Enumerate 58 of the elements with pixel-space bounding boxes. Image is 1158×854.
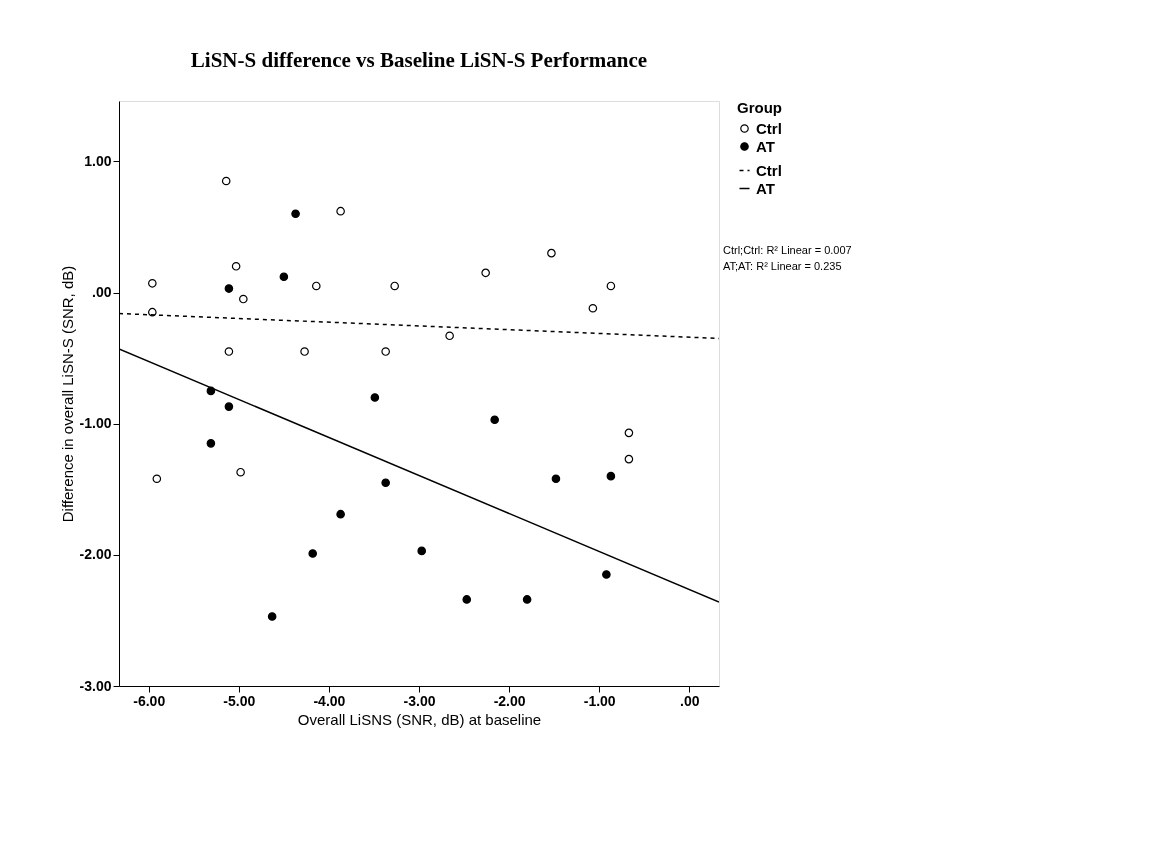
point — [311, 281, 321, 291]
point — [152, 474, 162, 484]
point — [624, 428, 634, 438]
point — [221, 176, 231, 186]
point — [551, 474, 561, 484]
point — [462, 595, 472, 604]
point — [231, 261, 241, 271]
point — [445, 331, 454, 341]
point — [390, 281, 399, 291]
point — [588, 303, 598, 313]
text: Ctrl;Ctrl: R² Linear = 0.007 — [723, 244, 852, 256]
point — [224, 402, 234, 411]
x-axis-title: Overall LiSNS (SNR, dB) at baseline — [297, 710, 542, 728]
y-tick-label: -1.00 — [79, 415, 112, 432]
legend-label: AT — [756, 179, 775, 197]
x-tick-label: -2.00 — [493, 692, 526, 709]
point — [381, 347, 390, 356]
legend-label: Ctrl — [756, 119, 782, 137]
point — [239, 294, 248, 304]
point — [490, 415, 499, 425]
point — [148, 279, 157, 288]
x-tick-label: -5.00 — [223, 692, 256, 709]
point — [602, 570, 611, 579]
y-tick-label: 1.00 — [84, 152, 112, 169]
point — [336, 509, 345, 519]
point — [267, 612, 277, 621]
point — [279, 272, 289, 282]
x-tick-label: -4.00 — [313, 692, 346, 709]
point — [308, 549, 317, 558]
point — [224, 284, 234, 293]
point — [236, 467, 245, 477]
y-tick-label: -2.00 — [79, 546, 112, 563]
x-tick-label: -3.00 — [403, 692, 436, 709]
point — [370, 393, 380, 402]
y-tick-label: -3.00 — [79, 677, 112, 694]
point — [381, 478, 390, 487]
point — [606, 281, 616, 291]
point — [522, 595, 532, 604]
y-tick-label: .00 — [92, 284, 112, 300]
x-tick-label: -6.00 — [133, 692, 166, 709]
text: AT;AT: R² Linear = 0.235 — [723, 260, 842, 272]
point — [547, 248, 556, 258]
point — [481, 268, 490, 278]
point — [300, 347, 309, 356]
point — [224, 347, 234, 356]
legend-label: Ctrl — [756, 161, 782, 179]
x-tick-label: -1.00 — [583, 692, 616, 709]
point — [291, 209, 300, 219]
point — [417, 546, 427, 556]
legend-title: Group — [737, 99, 782, 116]
point — [606, 471, 616, 481]
point — [624, 454, 634, 464]
point — [336, 206, 345, 216]
y-axis-title: Difference in overall LiSN-S (SNR, dB) — [58, 265, 76, 523]
x-tick-label: .00 — [680, 692, 700, 709]
point — [206, 439, 216, 448]
chart-title: LiSN-S difference vs Baseline LiSN-S Performance — [190, 48, 648, 72]
legend-label: AT — [756, 137, 775, 155]
